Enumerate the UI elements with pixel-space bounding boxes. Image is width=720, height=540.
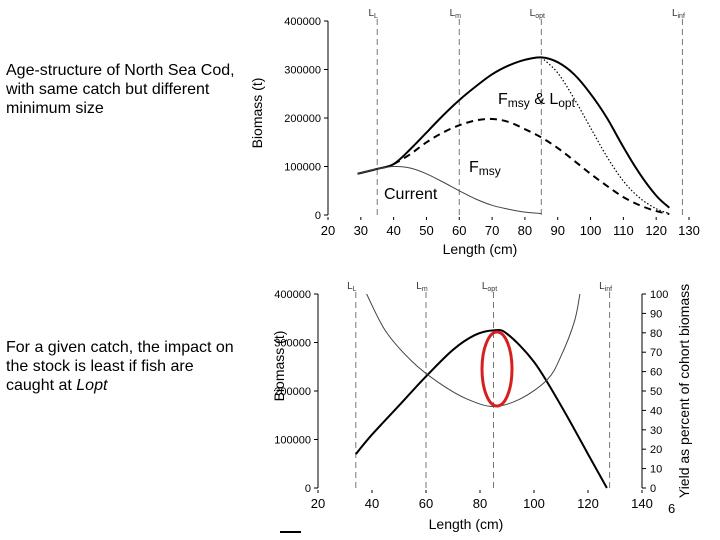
reference-line-label: Lopt [482,281,497,293]
highlight-ellipse [480,330,514,408]
reference-line-label: Lm [416,281,428,293]
bottom-chart-reference-lines: LL Lm Lopt Linf [347,281,612,488]
y-tick-label: 100000 [274,435,311,447]
series-line-dashed [393,117,670,215]
page-number: 6 [668,501,676,516]
annotation-fmsy-sub: msy [479,164,501,178]
series-line-dotted [540,56,670,215]
x-tick-label: 80 [518,223,532,238]
reference-line-label: Lm [450,8,462,20]
reference-line-label: Linf [672,8,685,20]
caption-bottom: For a given catch, the impact on the sto… [6,338,246,395]
y2-tick-label: 80 [650,328,662,340]
top-chart: LL Lm Lopt Linf 0 100000 200000 300000 400000 20… [249,8,700,257]
reference-line-label: Linf [599,281,612,293]
annotation-fmsy-lopt-sub: msy [508,96,530,110]
series-line-solid-thin [366,293,581,408]
y-tick-label: 200000 [274,386,311,398]
caption-bottom-italic: Lopt [76,377,108,394]
y-tick-label: 0 [315,210,321,222]
top-chart-y-axis-label: Biomass (t) [249,78,265,149]
x-tick-label: 130 [678,223,700,238]
y-tick-label: 400000 [274,289,311,301]
y2-tick-label: 0 [650,483,656,495]
y-tick-label: 400000 [284,16,321,28]
bottom-chart-x-axis-label: Length (cm) [429,516,504,532]
y2-tick-label: 60 [650,367,662,379]
x-tick-label: 110 [613,223,634,238]
x-tick-label: 60 [419,496,433,511]
top-chart-axes: 0 100000 200000 300000 400000 20 30 40 50 60 70 80 9… [284,16,700,238]
top-chart-x-axis-label: Length (cm) [443,241,518,257]
annotation-fmsy-lopt-sub2: opt [558,96,575,110]
bottom-chart-y-axis-label: Biomass (t) [271,331,287,402]
bottom-chart-series [355,293,608,489]
x-tick-label: 140 [631,496,653,511]
x-tick-label: 70 [485,223,499,238]
y2-tick-label: 10 [650,464,662,476]
y2-tick-label: 100 [650,289,668,301]
reference-line-label: Lopt [530,8,545,20]
y-tick-label: 300000 [274,338,311,350]
caption-bottom-text: For a given catch, the impact on the sto… [6,339,234,394]
series-line-solid-thick [355,328,608,489]
y2-tick-label: 30 [650,425,662,437]
y2-tick-label: 50 [650,386,662,398]
x-tick-label: 100 [523,496,545,511]
y2-tick-label: 70 [650,347,662,359]
y2-tick-label: 40 [650,405,662,417]
y2-tick-label: 20 [650,444,662,456]
x-tick-label: 40 [365,496,379,511]
x-tick-label: 30 [354,223,368,238]
y2-tick-label: 90 [650,308,662,320]
reference-line-label: LL [368,8,378,20]
y-tick-label: 300000 [284,65,321,77]
x-tick-label: 90 [550,223,564,238]
x-tick-label: 80 [473,496,487,511]
bottom-chart-right-axis-label: Yield as percent of cohort biomass [676,284,692,498]
annotation-current: Current [384,186,438,203]
y-tick-label: 100000 [284,162,321,174]
bottom-chart: LL Lm Lopt Linf 0 100000 200000 300000 400000 20… [271,281,692,533]
x-tick-label: 120 [577,496,599,511]
x-tick-label: 120 [645,223,667,238]
caption-top: Age-structure of North Sea Cod, with sam… [6,62,235,117]
x-tick-label: 100 [580,223,602,238]
x-tick-label: 40 [386,223,400,238]
annotation-fmsy: Fmsy [469,159,501,178]
bottom-chart-right-axis-label-line1: Yield as percent of cohort biomass [676,284,692,498]
series-line-solid-thin [357,165,542,214]
y-tick-label: 0 [305,483,311,495]
annotation-fmsy-lopt-mid: & L [530,91,559,108]
x-tick-label: 60 [452,223,466,238]
x-tick-label: 50 [419,223,433,238]
series-line-solid-thick [357,56,670,209]
reference-line-label: LL [347,281,357,293]
annotation-fmsy-lopt-f: F [498,91,508,108]
x-tick-label: 20 [311,496,325,511]
top-chart-reference-lines: LL Lm Lopt Linf [368,8,685,215]
annotation-fmsy-f: F [469,159,479,176]
top-chart-series [357,56,670,215]
annotation-fmsy-lopt: Fmsy & Lopt [498,91,576,110]
y-tick-label: 200000 [284,113,321,125]
x-tick-label: 20 [321,223,335,238]
